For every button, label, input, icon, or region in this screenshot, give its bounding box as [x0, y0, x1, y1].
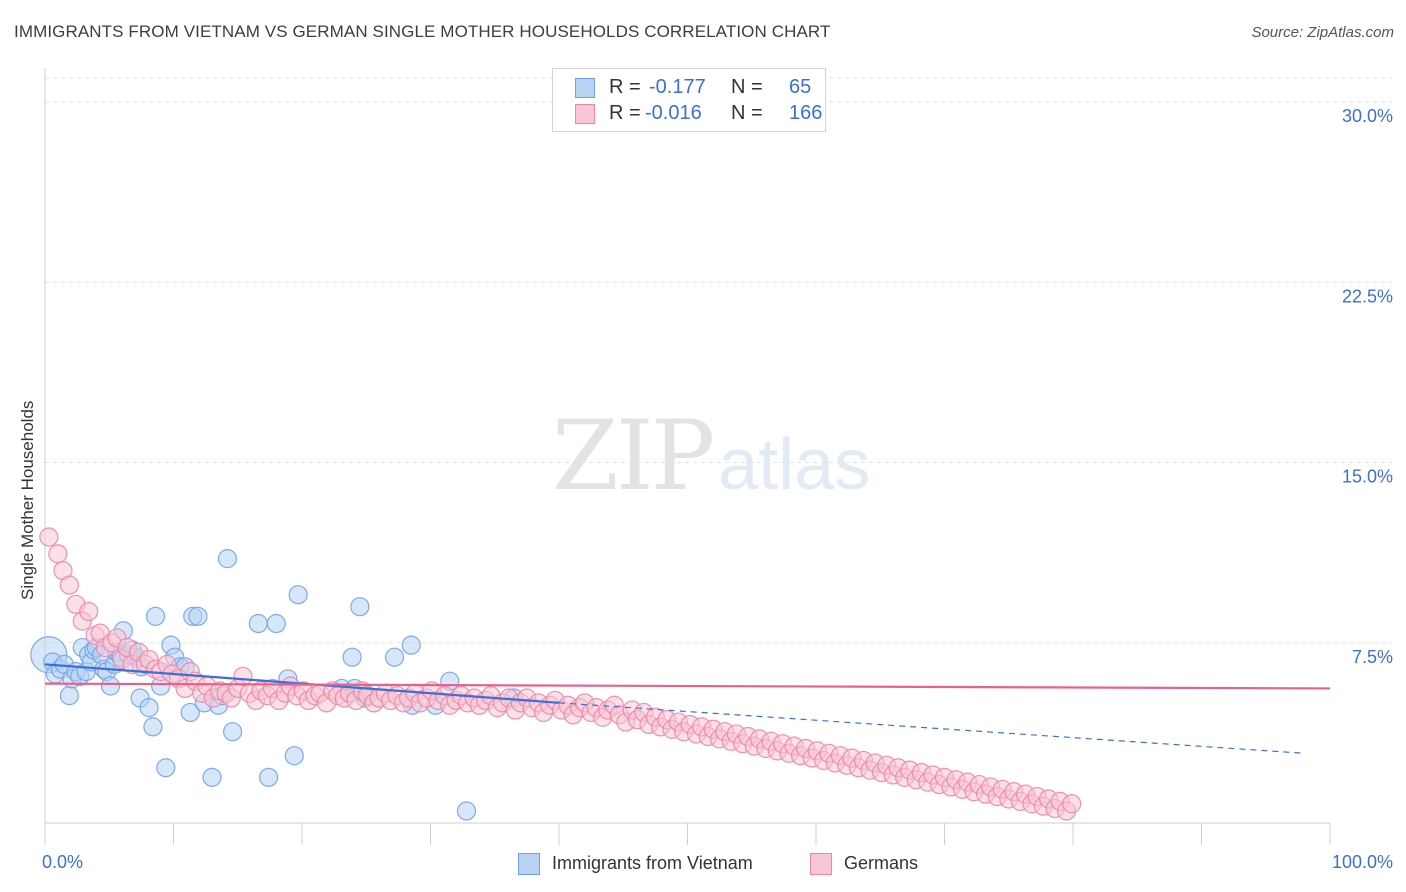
germans-point [48, 544, 68, 564]
bottom-legend-swatch-germans [810, 853, 832, 875]
legend-n-value: 166 [789, 102, 823, 124]
vietnam-point [350, 597, 370, 617]
chart-title: IMMIGRANTS FROM VIETNAM VS GERMAN SINGLE… [14, 22, 831, 41]
legend-n-label: N = [731, 76, 763, 98]
vietnam-point [342, 647, 362, 667]
vietnam-trend-extension [558, 702, 1305, 754]
legend-r-value: -0.016 [645, 102, 702, 124]
y-tick-label: 7.5% [1352, 647, 1393, 667]
y-tick-label: 22.5% [1342, 286, 1393, 306]
vietnam-point [180, 702, 200, 723]
vietnam-point [248, 613, 268, 634]
germans-point [233, 666, 253, 687]
watermark-zip: ZIP [552, 400, 715, 512]
vietnam-point [401, 635, 421, 655]
germans-trend-line [44, 682, 1331, 690]
vietnam-point [384, 647, 405, 667]
vietnam-point [266, 613, 286, 634]
legend-swatch-vietnam [575, 78, 595, 98]
germans-point [1062, 794, 1082, 814]
germans-point [59, 575, 80, 595]
legend-r-label: R = [609, 76, 641, 98]
bottom-legend-swatch-vietnam [518, 853, 540, 875]
vietnam-point [284, 746, 304, 766]
legend-swatch-germans [575, 104, 595, 124]
bottom-legend-label: Immigrants from Vietnam [552, 853, 753, 873]
vietnam-point [143, 717, 163, 737]
vietnam-point [288, 585, 308, 605]
stats-legend: R = -0.177 N = 65 R = -0.016 N = 166 [552, 68, 826, 132]
germans-point [79, 601, 99, 622]
vietnam-point [156, 758, 176, 778]
x-tick-label: 100.0% [1332, 852, 1393, 872]
y-tick-label: 30.0% [1342, 106, 1393, 126]
legend-n-value: 65 [789, 76, 812, 98]
vietnam-point [258, 767, 279, 787]
germans-point [39, 527, 59, 547]
legend-r-value: -0.177 [649, 76, 706, 98]
y-axis-label: Single Mother Households [18, 400, 37, 600]
vietnam-point [100, 676, 121, 696]
vietnam-point [217, 549, 238, 569]
vietnam-point [223, 722, 243, 742]
vietnam-point [145, 606, 166, 626]
bottom-legend-label: Germans [844, 853, 919, 873]
legend-r-label: R = [609, 102, 641, 124]
y-tick-label: 15.0% [1342, 467, 1393, 487]
vietnam-point [188, 606, 208, 626]
legend-n-label: N = [731, 102, 763, 124]
source-label: Source: ZipAtlas.com [1251, 24, 1394, 41]
vietnam-point [59, 686, 80, 706]
x-tick-label: 0.0% [42, 852, 83, 872]
watermark-atlas: atlas [718, 425, 871, 505]
watermark: ZIPatlas [552, 400, 870, 512]
vietnam-point [202, 767, 222, 787]
vietnam-point [139, 698, 159, 718]
vietnam-point [456, 801, 477, 821]
